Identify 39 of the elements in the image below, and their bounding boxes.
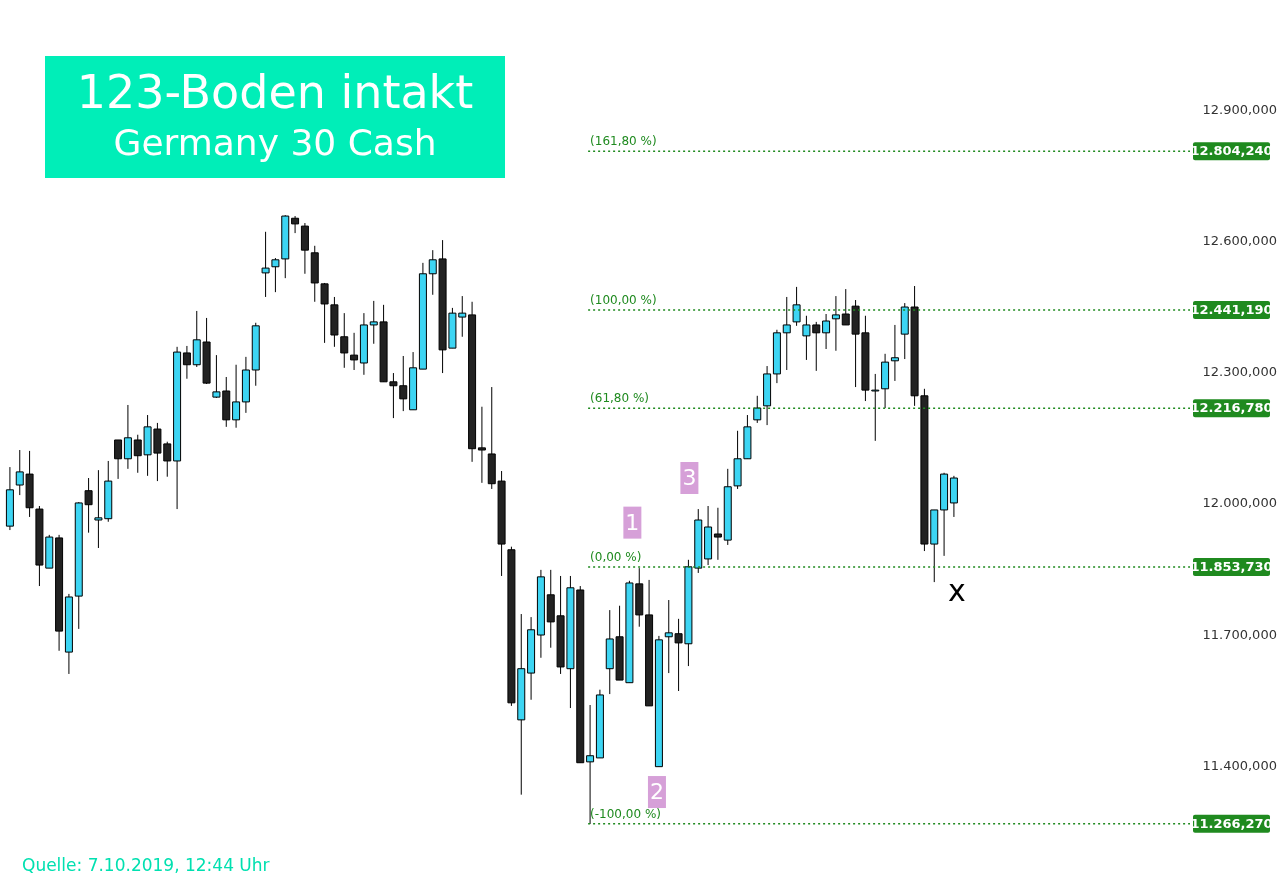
candlestick <box>753 395 762 424</box>
candlestick <box>782 296 791 371</box>
annotation: (61,80 %) <box>590 391 650 406</box>
candlestick <box>182 345 191 380</box>
ref-line-label: 12.441,190 <box>1190 301 1273 317</box>
annotation: (161,80 %) <box>590 134 657 149</box>
text: 123-Boden intakt <box>76 65 474 119</box>
candlestick <box>261 231 270 298</box>
candlestick <box>291 215 300 234</box>
candlestick <box>123 404 132 470</box>
annotation: 2 <box>649 779 664 805</box>
candlestick <box>822 313 831 350</box>
y-tick-label: 11.400,000 <box>1202 757 1277 773</box>
ref-line-label: 12.216,780 <box>1190 400 1273 416</box>
candlestick <box>890 324 899 382</box>
ref-line-label: 11.266,270 <box>1190 815 1273 831</box>
candlestick <box>477 406 486 484</box>
annotation: 3 <box>682 465 697 491</box>
annotation: x <box>947 572 966 608</box>
candlestick <box>350 332 359 371</box>
text: Germany 30 Cash <box>113 122 437 163</box>
y-tick-label: 12.000,000 <box>1202 495 1277 511</box>
ref-line-label: 11.853,730 <box>1190 558 1273 574</box>
candlestick <box>232 364 241 429</box>
annotation: 1 <box>625 509 640 535</box>
candlestick <box>114 439 123 480</box>
y-tick-label: 12.900,000 <box>1202 101 1277 117</box>
annotation: (-100,00 %) <box>590 806 661 821</box>
y-tick-label: 11.700,000 <box>1202 626 1277 642</box>
y-tick-label: 12.600,000 <box>1202 233 1277 249</box>
ref-line-label: 12.804,240 <box>1190 143 1273 159</box>
annotation: (100,00 %) <box>590 292 657 307</box>
annotation: (0,00 %) <box>590 549 642 564</box>
candlestick <box>792 286 801 327</box>
y-tick-label: 12.300,000 <box>1202 364 1277 380</box>
candlestick <box>713 507 722 561</box>
candlestick <box>831 295 840 352</box>
annotation: Quelle: 7.10.2019, 12:44 Uhr <box>22 855 270 875</box>
candlestick <box>340 312 349 369</box>
